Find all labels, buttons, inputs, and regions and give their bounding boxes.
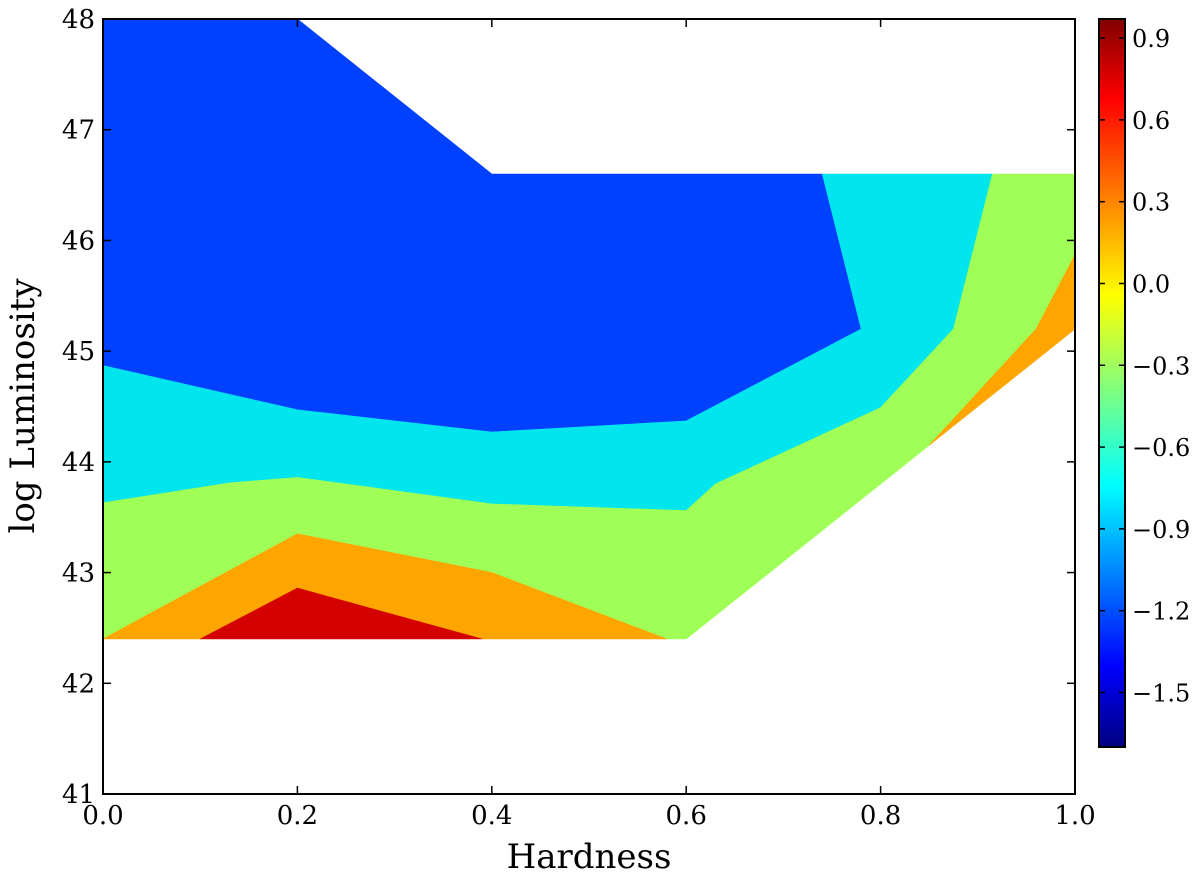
contour-fills — [103, 19, 1075, 640]
colorbar-tick-label: 0.3 — [1132, 189, 1170, 217]
contour-region-level-4-1 — [928, 254, 1075, 446]
x-tick-label: 0.8 — [860, 801, 901, 831]
x-tick-label: 0.0 — [82, 801, 123, 831]
colorbar-tick-label: −1.2 — [1132, 598, 1190, 626]
colorbar-tick-label: 0.0 — [1132, 270, 1170, 298]
y-axis-ticks: 41 42 43 44 45 46 47 48 — [62, 5, 1075, 810]
y-tick-label: 48 — [62, 5, 95, 35]
y-tick-label: 41 — [62, 780, 95, 810]
x-tick-label: 0.6 — [666, 801, 707, 831]
colorbar-tick-label: 0.6 — [1132, 107, 1170, 135]
colorbar-tick-label: −0.9 — [1132, 516, 1190, 544]
y-tick-label: 42 — [62, 669, 95, 699]
plot-area: 0.0 0.2 0.4 0.6 0.8 1.0 41 42 43 44 45 46 47 48 — [62, 5, 1096, 831]
y-tick-label: 46 — [62, 226, 95, 256]
x-tick-label: 1.0 — [1054, 801, 1095, 831]
y-tick-label: 44 — [62, 448, 95, 478]
x-tick-label: 0.4 — [471, 801, 512, 831]
contour-region-level-5-0 — [200, 587, 483, 640]
x-axis-ticks: 0.0 0.2 0.4 0.6 0.8 1.0 — [82, 19, 1096, 831]
y-tick-label: 43 — [62, 559, 95, 589]
plot-frame — [102, 18, 1076, 795]
x-tick-label: 0.2 — [277, 801, 318, 831]
colorbar-tick-label: −1.5 — [1132, 679, 1190, 707]
y-axis-label: log Luminosity — [3, 278, 43, 534]
colorbar-tick-label: 0.9 — [1132, 25, 1170, 53]
x-axis-label: Hardness — [507, 837, 672, 874]
colorbar-gradient — [1098, 18, 1126, 748]
colorbar-tick-label: −0.3 — [1132, 352, 1190, 380]
colorbar-ticks: 0.9 0.6 0.3 0.0 −0.3 −0.6 −0.9 −1.2 −1.5 — [1099, 25, 1190, 707]
colorbar-tick-label: −0.6 — [1132, 434, 1190, 462]
colorbar: 0.9 0.6 0.3 0.0 −0.3 −0.6 −0.9 −1.2 −1.5 — [1098, 18, 1190, 748]
y-tick-label: 45 — [62, 337, 95, 367]
y-tick-label: 47 — [62, 116, 95, 146]
